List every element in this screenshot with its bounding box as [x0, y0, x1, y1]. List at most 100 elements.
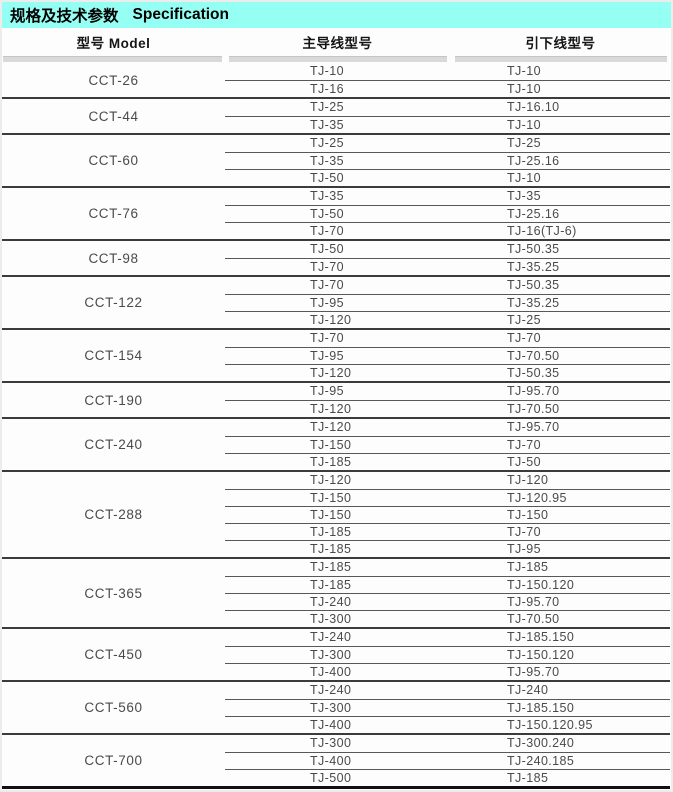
- down-conductor-value: TJ-70.50: [507, 612, 560, 626]
- model-label: CCT-154: [84, 348, 143, 363]
- main-conductor-value: TJ-16: [310, 82, 344, 96]
- main-conductor-value: TJ-240: [310, 595, 352, 609]
- column-header-main-conductor: 主导线型号: [302, 36, 373, 51]
- table-row: TJ-400 TJ-240.185: [225, 752, 670, 769]
- down-conductor-value: TJ-35.25: [507, 296, 560, 310]
- down-conductor-value: TJ-70: [507, 525, 541, 539]
- main-conductor-value: TJ-70: [310, 224, 344, 238]
- table-row: TJ-300 TJ-150.120: [225, 646, 670, 663]
- down-conductor-value: TJ-185.150: [507, 701, 575, 715]
- down-conductor-value: TJ-35: [507, 189, 541, 203]
- model-group: CCT-240 TJ-120 TJ-95.70 TJ-150 TJ-70 TJ-185 TJ…: [2, 417, 670, 470]
- down-conductor-value: TJ-25: [507, 136, 541, 150]
- down-conductor-value: TJ-16.10: [507, 100, 560, 114]
- main-conductor-value: TJ-70: [310, 278, 344, 292]
- main-conductor-value: TJ-120: [310, 473, 352, 487]
- model-label: CCT-365: [84, 585, 143, 601]
- down-conductor-value: TJ-300.240: [507, 736, 575, 750]
- table-row: TJ-35 TJ-10: [225, 116, 670, 133]
- model-label: CCT-288: [84, 507, 143, 522]
- table-row: TJ-25 TJ-16.10: [225, 99, 670, 116]
- table-row: TJ-95 TJ-35.25: [225, 294, 670, 311]
- main-conductor-value: TJ-240: [310, 630, 352, 644]
- main-conductor-value: TJ-95: [310, 296, 344, 310]
- model-label: CCT-122: [84, 295, 143, 310]
- down-conductor-value: TJ-240: [507, 683, 549, 697]
- main-conductor-value: TJ-50: [310, 242, 344, 256]
- down-conductor-value: TJ-150.120: [507, 648, 575, 662]
- main-conductor-value: TJ-185: [310, 578, 352, 592]
- down-conductor-value: TJ-50: [507, 455, 541, 469]
- down-conductor-value: TJ-150.120: [507, 578, 575, 592]
- model-group: CCT-700 TJ-300 TJ-300.240 TJ-400 TJ-240.185 T…: [2, 733, 670, 786]
- down-conductor-value: TJ-95.70: [507, 665, 560, 679]
- down-conductor-value: TJ-50.35: [507, 242, 560, 256]
- model-group-rows: TJ-120 TJ-95.70 TJ-150 TJ-70 TJ-185 TJ-50: [225, 419, 670, 470]
- model-group: CCT-44 TJ-25 TJ-16.10 TJ-35 TJ-10: [2, 97, 670, 133]
- section-title-en: Specification: [132, 6, 229, 23]
- model-group-rows: TJ-240 TJ-240 TJ-300 TJ-185.150 TJ-400 TJ-150…: [225, 682, 670, 733]
- model-group: CCT-560 TJ-240 TJ-240 TJ-300 TJ-185.150 TJ-40…: [2, 680, 670, 733]
- table-row: TJ-50 TJ-50.35: [225, 241, 670, 258]
- table-row: TJ-400 TJ-150.120.95: [225, 716, 670, 733]
- table-row: TJ-35 TJ-35: [225, 188, 670, 205]
- down-conductor-value: TJ-35.25: [507, 260, 560, 274]
- table-row: TJ-35 TJ-25.16: [225, 152, 670, 169]
- main-conductor-value: TJ-95: [310, 384, 344, 398]
- main-conductor-value: TJ-185: [310, 455, 352, 469]
- main-conductor-value: TJ-35: [310, 189, 344, 203]
- model-group-rows: TJ-120 TJ-120 TJ-150 TJ-120.95 TJ-150 TJ-150 T…: [225, 472, 670, 557]
- main-conductor-value: TJ-150: [310, 491, 352, 505]
- table-bottom-rule: [2, 786, 670, 789]
- down-conductor-value: TJ-25.16: [507, 207, 560, 221]
- down-conductor-value: TJ-25: [507, 313, 541, 327]
- model-group: CCT-60 TJ-25 TJ-25 TJ-35 TJ-25.16 TJ-50 TJ-10: [2, 133, 670, 186]
- main-conductor-value: TJ-120: [310, 420, 352, 434]
- table-row: TJ-185 TJ-185: [225, 559, 670, 576]
- model-label: CCT-700: [84, 753, 143, 768]
- table-row: TJ-185 TJ-70: [225, 523, 670, 540]
- main-conductor-value: TJ-25: [310, 100, 344, 114]
- main-conductor-value: TJ-185: [310, 525, 352, 539]
- main-conductor-value: TJ-300: [310, 701, 352, 715]
- main-conductor-value: TJ-50: [310, 207, 344, 221]
- table-row: TJ-120 TJ-25: [225, 311, 670, 328]
- model-group-rows: TJ-95 TJ-95.70 TJ-120 TJ-70.50: [225, 383, 670, 417]
- table-row: TJ-50 TJ-10: [225, 169, 670, 186]
- model-group: CCT-76 TJ-35 TJ-35 TJ-50 TJ-25.16 TJ-70 TJ-16(…: [2, 186, 670, 239]
- table-row: TJ-70 TJ-70: [225, 330, 670, 347]
- down-conductor-value: TJ-95.70: [507, 595, 560, 609]
- main-conductor-value: TJ-10: [310, 64, 344, 78]
- model-group-rows: TJ-10 TJ-10 TJ-16 TJ-10: [225, 63, 670, 97]
- table-row: TJ-95 TJ-70.50: [225, 347, 670, 364]
- main-conductor-value: TJ-120: [310, 402, 352, 416]
- model-group-rows: TJ-240 TJ-185.150 TJ-300 TJ-150.120 TJ-400 TJ…: [225, 629, 670, 680]
- main-conductor-value: TJ-35: [310, 154, 344, 168]
- model-label: CCT-190: [84, 392, 143, 408]
- model-group-rows: TJ-50 TJ-50.35 TJ-70 TJ-35.25: [225, 241, 670, 275]
- main-conductor-value: TJ-120: [310, 366, 352, 380]
- down-conductor-value: TJ-50.35: [507, 366, 560, 380]
- table-row: TJ-120 TJ-50.35: [225, 364, 670, 381]
- down-conductor-value: TJ-50.35: [507, 278, 560, 292]
- table-row: TJ-240 TJ-95.70: [225, 593, 670, 610]
- main-conductor-value: TJ-300: [310, 736, 352, 750]
- model-label: CCT-26: [88, 72, 139, 88]
- down-conductor-value: TJ-240.185: [507, 754, 575, 768]
- main-conductor-value: TJ-150: [310, 508, 352, 522]
- down-conductor-value: TJ-16(TJ-6): [507, 224, 577, 238]
- down-conductor-value: TJ-70.50: [507, 402, 560, 416]
- model-group: CCT-154 TJ-70 TJ-70 TJ-95 TJ-70.50 TJ-120 TJ-5…: [2, 328, 670, 381]
- down-conductor-value: TJ-10: [507, 171, 541, 185]
- model-group-rows: TJ-25 TJ-16.10 TJ-35 TJ-10: [225, 99, 670, 133]
- main-conductor-value: TJ-150: [310, 438, 352, 452]
- divider-segment-main: [229, 56, 447, 62]
- table-row: TJ-300 TJ-70.50: [225, 610, 670, 627]
- down-conductor-value: TJ-95.70: [507, 420, 560, 434]
- model-label: CCT-76: [88, 206, 139, 221]
- table-row: TJ-185 TJ-95: [225, 540, 670, 557]
- section-title-bar: 规格及技术参数 Specification: [2, 2, 671, 28]
- main-conductor-value: TJ-400: [310, 718, 352, 732]
- main-conductor-value: TJ-70: [310, 260, 344, 274]
